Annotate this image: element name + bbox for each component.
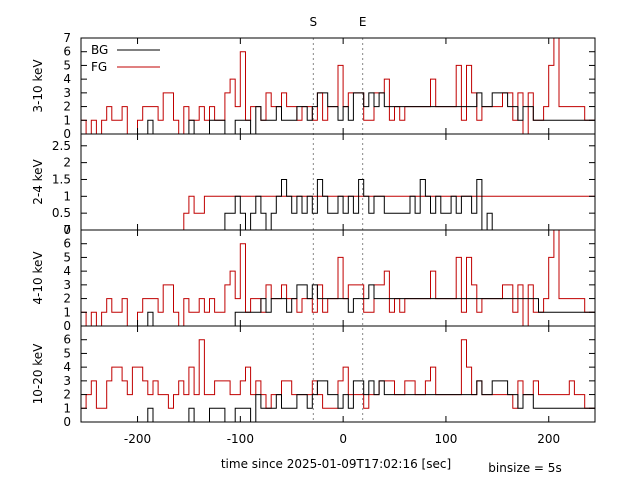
y-tick-label: 0 xyxy=(63,415,71,429)
y-tick-label: 2 xyxy=(63,292,71,306)
y-tick-label: 5 xyxy=(63,250,71,264)
y-tick-label: 3 xyxy=(63,86,71,100)
x-axis-label: time since 2025-01-09T17:02:16 [sec] xyxy=(221,457,451,471)
legend: BG FG xyxy=(91,43,160,74)
series-bg-panel-2 xyxy=(81,179,595,231)
y-tick-label: 0.5 xyxy=(52,206,71,220)
x-axis: -200 -100 0 100 200 xyxy=(124,432,560,446)
y-tick-label: 2 xyxy=(63,100,71,114)
series-fg-panel-3 xyxy=(81,229,595,327)
marker-label-e: E xyxy=(359,15,367,29)
y-tick-label: 4 xyxy=(63,264,71,278)
y-tick-label: 4 xyxy=(63,360,71,374)
binsize-label: binsize = 5s xyxy=(488,461,561,475)
legend-label-bg: BG xyxy=(91,43,108,57)
panel-frame xyxy=(80,325,596,423)
series-fg-panel-4 xyxy=(81,339,595,409)
y-tick-label: 1 xyxy=(63,401,71,415)
x-tick-label: 200 xyxy=(537,432,560,446)
y-tick-label: 1 xyxy=(63,189,71,203)
y-tick-label: 7 xyxy=(63,31,71,45)
x-tick-label: 0 xyxy=(339,432,347,446)
y-tick-label: 5 xyxy=(63,346,71,360)
y-axis-label: 4-10 keV xyxy=(31,251,45,305)
x-tick-label: -200 xyxy=(124,432,151,446)
y-tick-label: 0 xyxy=(63,127,71,141)
y-tick-label: 7 xyxy=(63,223,71,237)
y-tick-label: 3 xyxy=(63,278,71,292)
y-tick-label: 1 xyxy=(63,305,71,319)
y-tick-label: 5 xyxy=(63,58,71,72)
y-axis-label: 10-20 keV xyxy=(31,343,45,405)
x-tick-label: -100 xyxy=(227,432,254,446)
y-tick-label: 0 xyxy=(63,223,71,237)
y-tick-label: 6 xyxy=(63,333,71,347)
y-tick-label: 2 xyxy=(63,156,71,170)
y-axis-label: 3-10 keV xyxy=(31,59,45,113)
y-tick-label: 0 xyxy=(63,319,71,333)
legend-label-fg: FG xyxy=(91,60,107,74)
y-tick-label: 3 xyxy=(63,374,71,388)
panel-frame xyxy=(80,133,596,231)
y-tick-label: 1.5 xyxy=(52,172,71,186)
y-tick-label: 6 xyxy=(63,237,71,251)
y-axis-label: 2-4 keV xyxy=(31,158,45,204)
y-tick-label: 6 xyxy=(63,45,71,59)
y-tick-label: 2 xyxy=(63,388,71,402)
y-tick-label: 1 xyxy=(63,113,71,127)
y-tick-label: 2.5 xyxy=(52,139,71,153)
x-tick-label: 100 xyxy=(434,432,457,446)
y-tick-label: 4 xyxy=(63,72,71,86)
marker-label-s: S xyxy=(310,15,318,29)
